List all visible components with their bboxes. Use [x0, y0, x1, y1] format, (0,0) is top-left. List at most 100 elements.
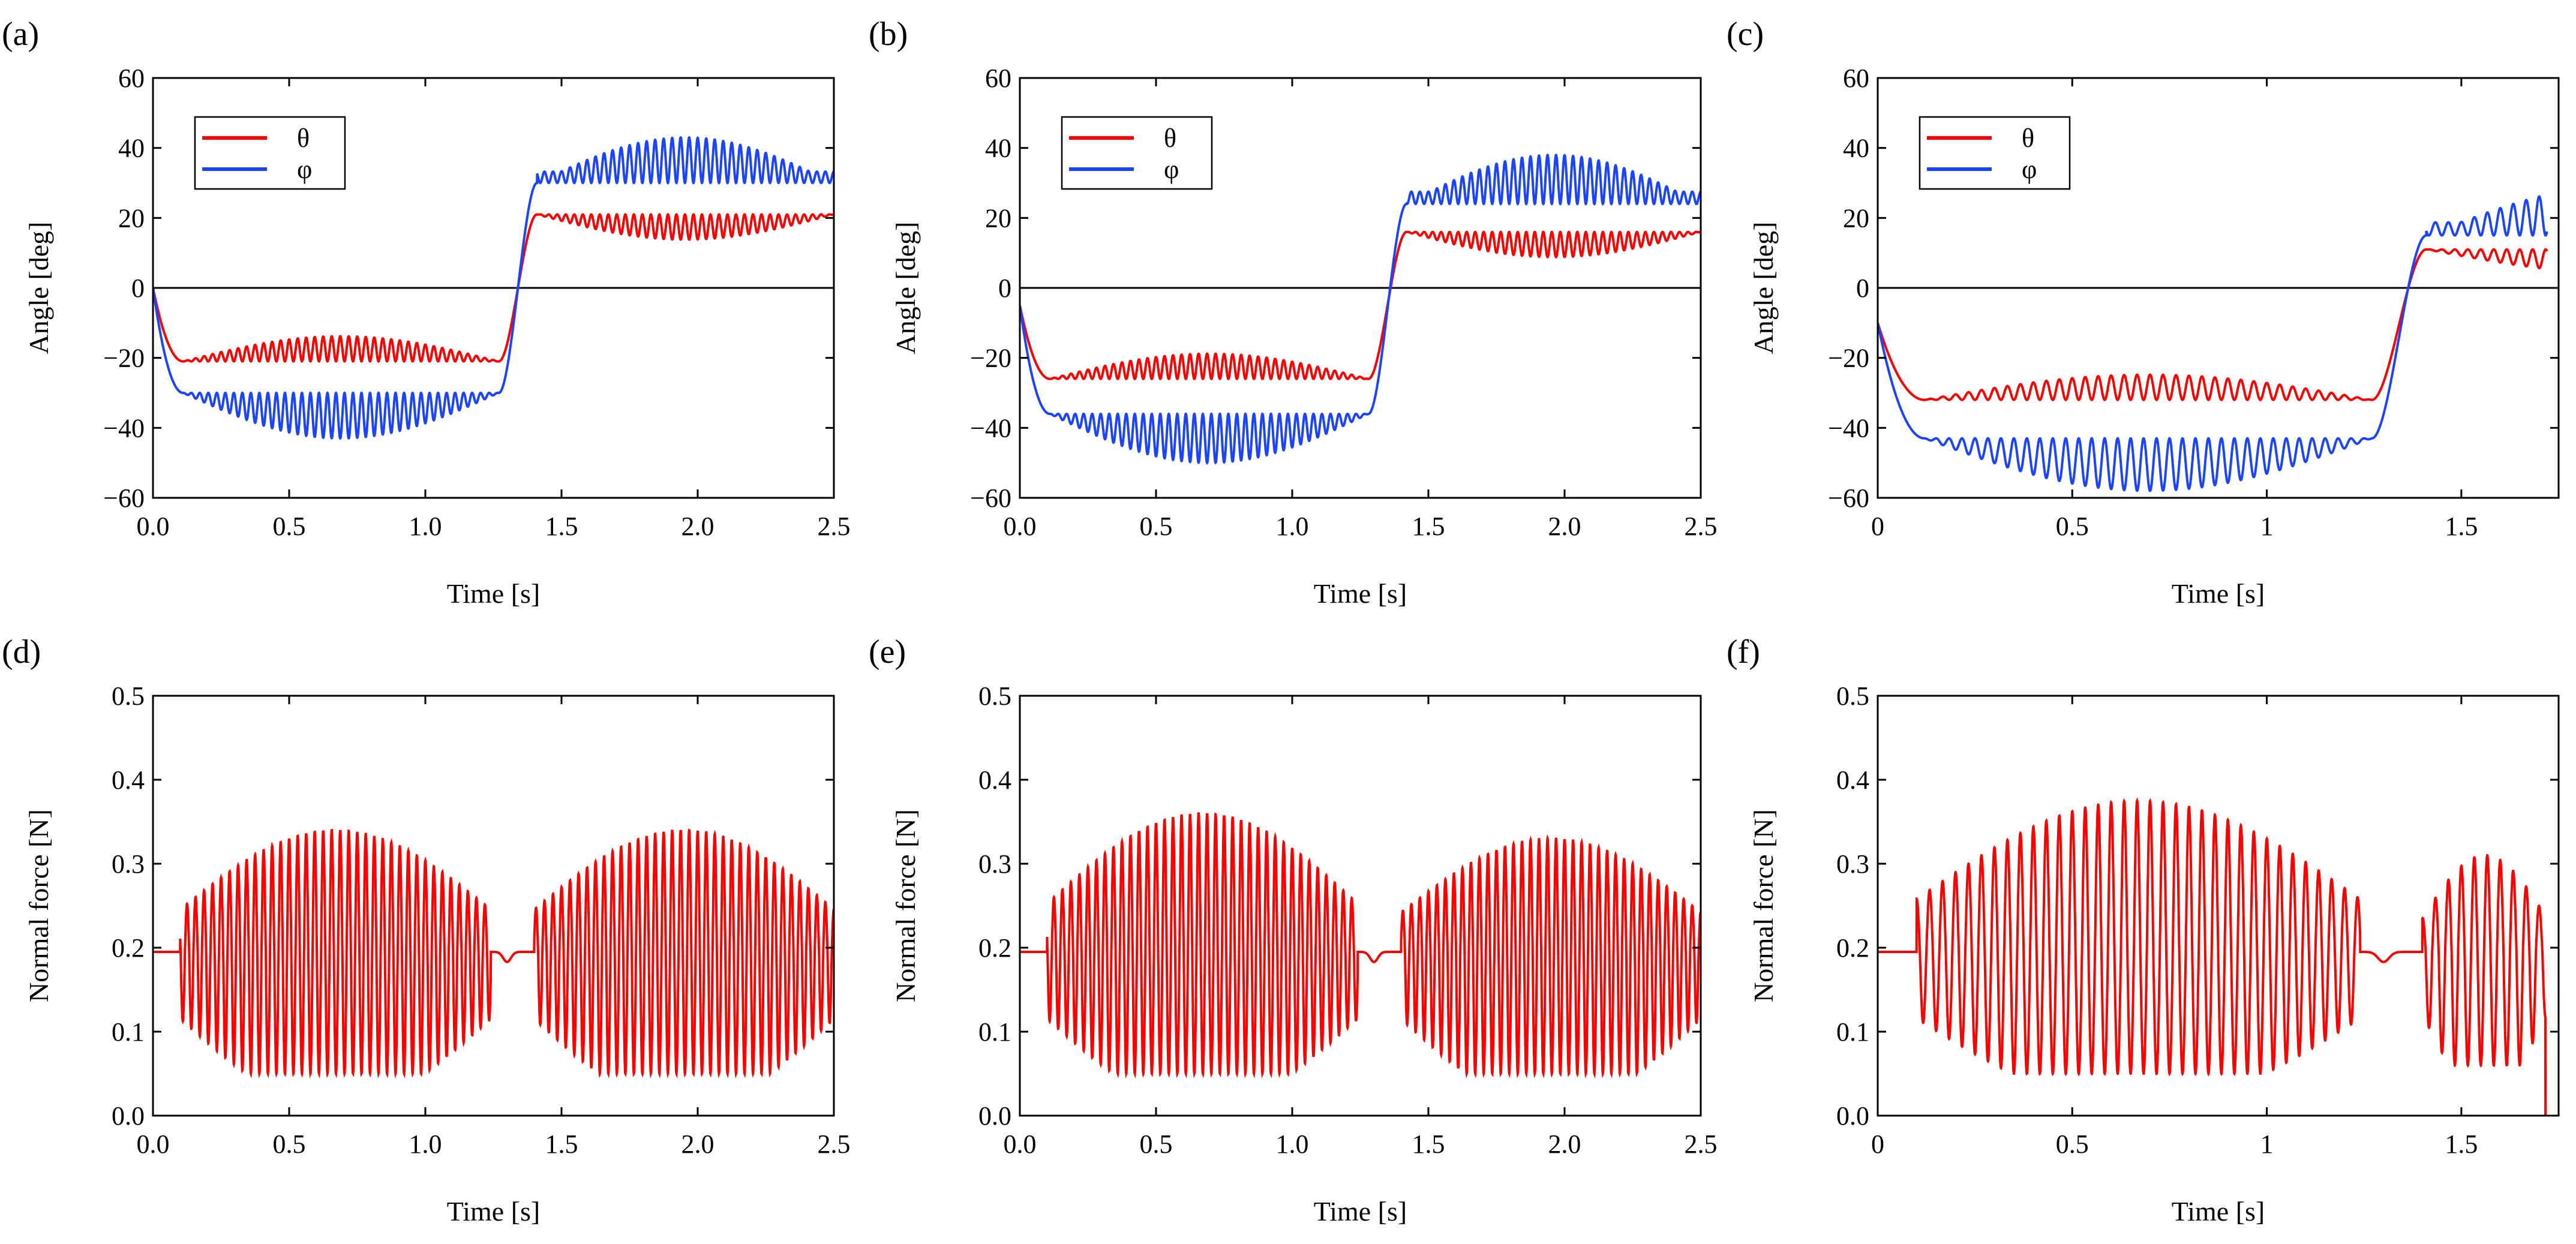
x-tick-label: 2.0 [681, 512, 714, 541]
x-tick-label: 1.5 [545, 1129, 578, 1159]
x-tick-label: 2.0 [1548, 1129, 1581, 1159]
series-line-force [1020, 812, 1701, 1078]
series-line-theta [1878, 248, 2548, 401]
panel-label: (d) [2, 633, 41, 671]
y-tick-label: 0.1 [1836, 1017, 1869, 1047]
y-tick-label: −60 [970, 483, 1011, 513]
plot-frame [1019, 695, 1702, 1117]
x-tick-label: 0.0 [137, 512, 170, 541]
x-tick-label: 1.5 [1412, 1129, 1445, 1159]
y-tick-label: 0.3 [112, 849, 145, 879]
y-tick-label: 20 [118, 203, 145, 233]
y-axis-label: Normal force [N] [23, 809, 54, 1002]
panel-label: (c) [1727, 16, 1764, 53]
plot-frame [1877, 695, 2560, 1117]
y-tick-label: −40 [970, 413, 1011, 443]
y-axis-label: Angle [deg] [1748, 222, 1779, 354]
y-tick-label: 40 [118, 134, 145, 163]
y-tick-label: 0.5 [978, 681, 1011, 711]
panel-label: (a) [2, 16, 39, 53]
series-line-force [153, 828, 834, 1078]
legend: θφ [1919, 116, 2071, 190]
legend: θφ [194, 116, 346, 190]
x-tick-label: 0 [1871, 512, 1884, 541]
x-tick-label: 2.5 [1685, 512, 1718, 541]
x-tick-label: 1.0 [1276, 512, 1309, 541]
y-tick-label: 40 [985, 134, 1011, 163]
panel-label: (f) [1727, 633, 1760, 671]
y-tick-label: 0.2 [978, 933, 1011, 963]
legend-box [1919, 116, 2071, 190]
chart-panel: (f) 0 0.5 1 1.5 0.0 0.1 0.2 0.3 0.4 0.5 Time [s] Nor… [1727, 633, 2560, 1227]
x-tick-label: 1.0 [409, 512, 442, 541]
x-tick-label: 1.0 [1276, 1129, 1309, 1159]
y-axis-label: Normal force [N] [890, 809, 921, 1002]
x-tick-label: 1 [2260, 512, 2274, 541]
x-axis-label: Time [s] [2172, 578, 2265, 609]
x-axis-label: Time [s] [1314, 578, 1407, 609]
series-line-theta [1020, 230, 1701, 381]
y-tick-label: 0.0 [1836, 1101, 1869, 1131]
y-tick-label: 0.2 [1836, 933, 1869, 963]
chart-panel: (e) 0.0 0.5 1.0 1.5 2.0 2.5 0.0 0.1 0.2 0.3 0.4 0.5 T… [869, 633, 1718, 1227]
x-tick-label: 0.5 [1140, 1129, 1173, 1159]
legend-box [1061, 116, 1213, 190]
plot-frame [152, 695, 835, 1117]
y-axis-label: Angle [deg] [23, 222, 54, 354]
y-tick-label: 0 [131, 274, 145, 303]
y-tick-label: −20 [970, 344, 1011, 373]
chart-panel: (a) 0.0 0.5 1.0 1.5 2.0 2.5 −60 −40 −20 0 20 40 60 Tim… [2, 16, 851, 609]
y-tick-label: −20 [1828, 344, 1869, 373]
x-tick-label: 1.5 [2445, 1129, 2478, 1159]
y-tick-label: 0.0 [978, 1101, 1011, 1131]
y-tick-label: 20 [985, 203, 1011, 233]
legend-label-theta: θ [297, 124, 310, 153]
x-tick-label: 2.5 [818, 1129, 851, 1159]
x-tick-label: 1.5 [2445, 512, 2478, 541]
y-tick-label: −40 [103, 413, 145, 443]
series-line-force [1878, 797, 2547, 1116]
legend-box [194, 116, 346, 190]
x-tick-label: 2.0 [1548, 512, 1581, 541]
x-tick-label: 0.5 [1140, 512, 1173, 541]
y-tick-label: −60 [103, 483, 145, 513]
y-axis-label: Normal force [N] [1748, 809, 1779, 1002]
x-tick-label: 0.5 [2056, 512, 2089, 541]
x-tick-label: 0.5 [273, 512, 306, 541]
y-tick-label: 0.0 [112, 1101, 145, 1131]
x-tick-label: 0 [1871, 1129, 1884, 1159]
legend-label-theta: θ [2022, 124, 2034, 153]
y-tick-label: 0.1 [978, 1017, 1011, 1047]
y-tick-label: 0.4 [112, 765, 145, 795]
y-tick-label: 40 [1843, 134, 1869, 163]
legend-label-phi: φ [297, 155, 312, 184]
legend-label-phi: φ [2022, 155, 2037, 184]
x-tick-label: 0.0 [1004, 1129, 1037, 1159]
panel-label: (b) [869, 16, 908, 53]
x-tick-label: 0.5 [2056, 1129, 2089, 1159]
y-tick-label: 60 [985, 64, 1011, 93]
series-line-theta [153, 213, 834, 363]
x-axis-label: Time [s] [2172, 1196, 2265, 1227]
legend-label-phi: φ [1164, 155, 1179, 184]
chart-panel: (c) 0 0.5 1 1.5 −60 −40 −20 0 20 40 60 Time [s] Angle… [1727, 16, 2560, 609]
y-tick-label: 60 [1843, 64, 1869, 93]
x-tick-label: 0.0 [137, 1129, 170, 1159]
x-tick-label: 2.5 [818, 512, 851, 541]
x-tick-label: 2.0 [681, 1129, 714, 1159]
y-tick-label: 0 [998, 274, 1011, 303]
y-tick-label: 60 [118, 64, 145, 93]
series-line-phi [1878, 195, 2548, 492]
y-tick-label: 0.5 [1836, 681, 1869, 711]
y-tick-label: −20 [103, 344, 145, 373]
y-tick-label: 0.5 [112, 681, 145, 711]
panel-label: (e) [869, 633, 906, 671]
x-tick-label: 2.5 [1685, 1129, 1718, 1159]
x-axis-label: Time [s] [447, 1196, 541, 1227]
x-tick-label: 1 [2260, 1129, 2274, 1159]
series-line-phi [153, 136, 834, 440]
x-axis-label: Time [s] [1314, 1196, 1407, 1227]
legend-label-theta: θ [1164, 124, 1176, 153]
chart-panel: (d) 0.0 0.5 1.0 1.5 2.0 2.5 0.0 0.1 0.2 0.3 0.4 0.5 T… [2, 633, 851, 1227]
y-tick-label: 0.1 [112, 1017, 145, 1047]
